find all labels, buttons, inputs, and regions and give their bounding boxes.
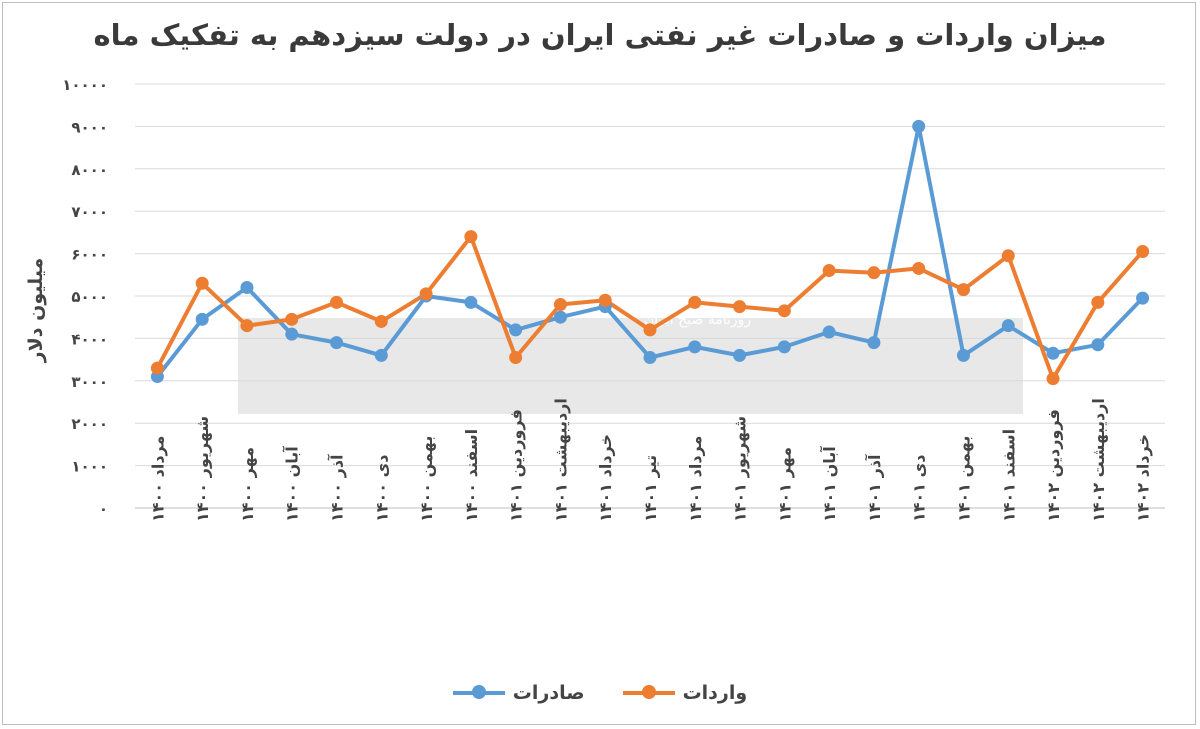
x-tick-label: فروردین ۱۴۰۲ [1044,409,1063,522]
x-tick-label: تیر ۱۴۰۱ [641,455,660,522]
x-tick-label: اسفند ۱۴۰۱ [999,429,1018,522]
data-point-0-17[interactable] [912,119,926,133]
data-point-0-16[interactable] [867,336,881,350]
x-tick-label: خرداد ۱۴۰۲ [1134,434,1153,522]
data-point-0-11[interactable] [643,350,657,364]
chart-title: میزان واردات و صادرات غیر نفتی ایران در … [93,18,1107,52]
x-tick-label: بهمن ۱۴۰۰ [417,436,436,522]
data-point-0-12[interactable] [688,340,702,354]
data-point-1-13[interactable] [733,300,747,314]
data-point-0-2[interactable] [240,281,254,295]
data-point-1-1[interactable] [195,276,209,290]
y-tick-label: ۶۰۰۰ [71,246,108,264]
data-point-1-18[interactable] [956,283,970,297]
legend-item-exports[interactable]: صادرات [452,682,585,704]
y-tick-label: ۱۰۰۰ [71,458,108,476]
data-point-0-13[interactable] [733,348,747,362]
data-point-0-19[interactable] [1001,319,1015,333]
series-line-0 [155,124,1145,379]
y-tick-labels: ۰ ۱۰۰۰ ۲۰۰۰ ۳۰۰۰ ۴۰۰۰ ۵۰۰۰ ۶۰۰۰ ۷۰۰۰ ۸۰۰۰ ۹۰۰۰ ۱۰۰… [62,76,108,518]
y-tick-label: ۷۰۰۰ [71,203,108,221]
legend-swatch-imports [622,685,675,699]
data-point-0-4[interactable] [330,336,344,350]
legend-label-imports: واردات [682,682,748,704]
data-point-1-5[interactable] [374,314,388,328]
x-tick-label: آبان ۱۴۰۰ [282,446,302,522]
data-point-1-17[interactable] [912,261,926,275]
x-tick-labels: مرداد ۱۴۰۰ شهریور ۱۴۰۰ مهر ۱۴۰۰ آبان ۱۴۰۰ آذ… [148,398,1152,522]
data-point-0-5[interactable] [374,348,388,362]
x-tick-label: دی ۱۴۰۱ [910,454,929,522]
y-tick-label: ۲۰۰۰ [71,415,108,433]
x-tick-label: بهمن ۱۴۰۱ [954,436,973,522]
series-points [150,119,1150,386]
x-tick-label: خرداد ۱۴۰۱ [596,434,615,522]
y-tick-label: ۳۰۰۰ [71,373,108,391]
y-tick-label: ۵۰۰۰ [71,288,108,306]
data-point-1-15[interactable] [822,264,836,278]
y-tick-label: ۰ [99,500,108,518]
data-point-1-6[interactable] [419,287,433,301]
x-tick-label: مرداد ۱۴۰۰ [148,436,167,522]
data-point-1-3[interactable] [285,312,299,326]
data-point-0-21[interactable] [1091,338,1105,352]
legend-swatch-exports [452,685,505,699]
data-point-0-7[interactable] [464,295,478,309]
data-point-1-19[interactable] [1001,249,1015,263]
x-tick-label: آذر ۱۴۰۱ [864,454,884,522]
data-point-1-14[interactable] [777,304,791,318]
data-point-1-12[interactable] [688,295,702,309]
x-tick-label: شهریور ۱۴۰۱ [731,416,750,522]
x-tick-label: شهریور ۱۴۰۰ [193,416,212,522]
series-lines [155,124,1145,381]
data-point-0-20[interactable] [1046,346,1060,360]
data-point-1-16[interactable] [867,266,881,280]
data-point-0-3[interactable] [285,327,299,341]
y-tick-label: ۹۰۰۰ [71,118,108,136]
data-point-1-2[interactable] [240,319,254,333]
x-tick-label: مهر ۱۴۰۱ [775,447,794,522]
data-point-1-0[interactable] [150,361,164,375]
data-point-0-1[interactable] [195,312,209,326]
x-tick-label: مرداد ۱۴۰۱ [686,436,705,522]
data-point-1-10[interactable] [598,293,612,307]
y-tick-label: ۴۰۰۰ [71,330,108,348]
data-point-0-8[interactable] [509,323,523,337]
data-point-1-20[interactable] [1046,372,1060,386]
data-point-1-4[interactable] [330,295,344,309]
data-point-1-9[interactable] [553,297,567,311]
y-tick-label: ۸۰۰۰ [71,161,108,179]
y-tick-label: ۱۰۰۰۰ [62,76,108,94]
data-point-1-11[interactable] [643,323,657,337]
legend: صادرات واردات [0,682,1200,704]
x-tick-label: آذر ۱۴۰۰ [327,454,347,522]
legend-label-exports: صادرات [512,682,585,704]
data-point-0-9[interactable] [553,310,567,324]
data-point-1-7[interactable] [464,230,478,244]
data-point-0-15[interactable] [822,325,836,339]
x-tick-label: آبان ۱۴۰۱ [819,446,839,522]
grid-lines [135,83,1165,509]
data-point-1-8[interactable] [509,350,523,364]
x-tick-label: اسفند ۱۴۰۰ [462,429,481,522]
x-tick-label: اردیبهشت ۱۴۰۱ [551,398,570,522]
data-point-0-22[interactable] [1136,291,1150,305]
data-point-1-21[interactable] [1091,295,1105,309]
x-tick-label: مهر ۱۴۰۰ [238,447,257,522]
x-tick-label: دی ۱۴۰۰ [372,454,391,522]
legend-item-imports[interactable]: واردات [622,682,748,704]
data-point-1-22[interactable] [1136,244,1150,258]
x-tick-label: اردیبهشت ۱۴۰۲ [1089,398,1108,522]
x-tick-label: فروردین ۱۴۰۱ [507,409,526,522]
data-point-0-18[interactable] [956,348,970,362]
data-point-0-14[interactable] [777,340,791,354]
